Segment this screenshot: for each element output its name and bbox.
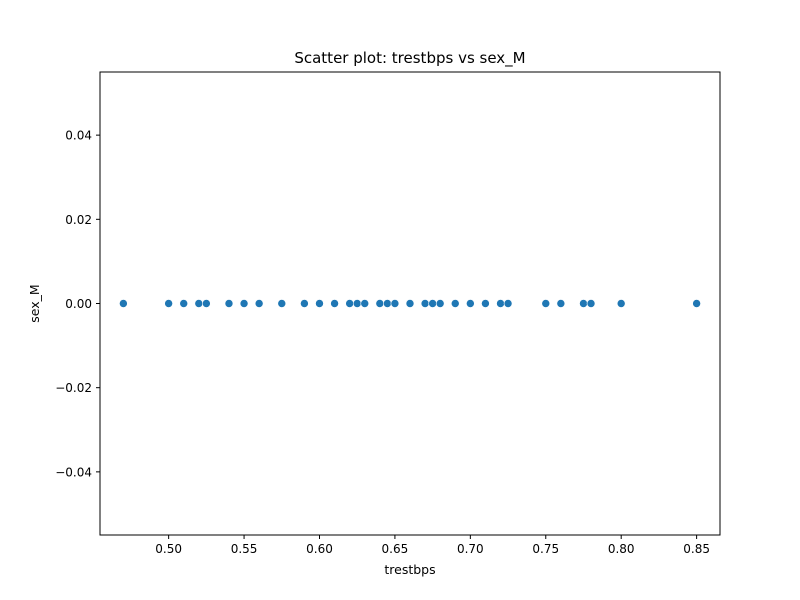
y-tick-label: 0.00	[65, 297, 92, 311]
y-tick-label: 0.04	[65, 129, 92, 143]
chart-title: Scatter plot: trestbps vs sex_M	[294, 49, 525, 68]
y-axis-label: sex_M	[27, 284, 42, 322]
x-tick-label: 0.70	[457, 542, 484, 556]
data-points	[119, 299, 701, 308]
data-point	[450, 299, 460, 308]
data-point	[616, 299, 626, 308]
y-tick-label: −0.02	[55, 381, 92, 395]
data-point	[375, 299, 385, 308]
y-axis: −0.04 −0.02 0.00 0.02 0.04	[55, 129, 100, 479]
data-point	[420, 299, 430, 308]
data-point	[239, 299, 249, 308]
data-point	[466, 299, 475, 308]
data-point	[194, 299, 204, 308]
x-tick-label: 0.50	[155, 542, 182, 556]
data-point	[352, 299, 362, 308]
x-axis-label: trestbps	[384, 562, 435, 577]
data-point	[277, 299, 287, 308]
data-point	[315, 299, 324, 308]
data-point	[300, 299, 309, 308]
x-tick-label: 0.60	[306, 542, 333, 556]
x-tick-label: 0.55	[231, 542, 258, 556]
x-axis: 0.50 0.55 0.60 0.65 0.70 0.75 0.80 0.85	[155, 535, 710, 556]
data-point	[579, 299, 588, 308]
data-point	[586, 299, 596, 308]
data-point	[383, 299, 392, 308]
y-tick-label: 0.02	[65, 213, 92, 227]
data-point	[405, 299, 415, 308]
data-point	[360, 299, 370, 308]
data-point	[164, 299, 173, 308]
data-point	[556, 299, 566, 308]
x-tick-label: 0.80	[608, 542, 635, 556]
data-point	[330, 299, 339, 308]
data-point	[345, 299, 354, 308]
x-tick-label: 0.75	[532, 542, 559, 556]
data-point	[428, 299, 437, 308]
data-point	[496, 299, 505, 308]
data-point	[179, 299, 189, 308]
x-tick-label: 0.85	[683, 542, 710, 556]
data-point	[541, 299, 551, 308]
data-point	[435, 299, 445, 308]
data-point	[202, 299, 211, 308]
x-tick-label: 0.65	[382, 542, 409, 556]
data-point	[119, 299, 128, 308]
y-tick-label: −0.04	[55, 465, 92, 479]
data-point	[224, 299, 234, 308]
data-point	[254, 299, 264, 308]
data-point	[390, 299, 400, 308]
data-point	[503, 299, 513, 308]
data-point	[481, 299, 490, 308]
data-point	[692, 299, 701, 308]
